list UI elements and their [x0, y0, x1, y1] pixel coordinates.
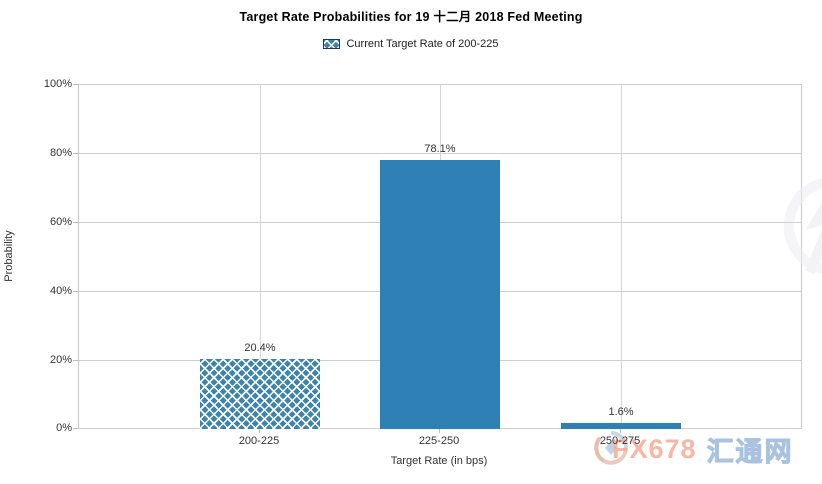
- chart-title: Target Rate Probabilities for 19 十二月 201…: [239, 10, 583, 24]
- plot-area: 20.4% 78.1% 1.6%: [78, 84, 822, 429]
- x-tick-mark-250-275: [620, 429, 621, 433]
- y-tick-label-60: 60%: [49, 216, 72, 228]
- legend-swatch-crosshatch: [323, 39, 341, 49]
- bar-value-label-225-250: 78.1%: [424, 143, 456, 155]
- legend-label: Current Target Rate of 200-225: [346, 38, 499, 50]
- x-category-label-250-275: 250-275: [599, 435, 641, 447]
- y-tick-mark-80: [73, 153, 78, 154]
- x-category-label-225-250: 225-250: [418, 435, 460, 447]
- y-tick-label-20: 20%: [49, 354, 72, 366]
- bar-value-label-250-275: 1.6%: [608, 406, 634, 418]
- x-axis-title: Target Rate (in bps): [390, 455, 488, 467]
- x-category-label-200-225: 200-225: [238, 435, 280, 447]
- bar-225-250: [380, 160, 500, 429]
- y-tick-mark-40: [73, 291, 78, 292]
- y-tick-label-40: 40%: [49, 285, 72, 297]
- bar-250-275: [561, 423, 681, 429]
- y-tick-mark-0: [73, 428, 78, 429]
- x-tick-mark-225-250: [439, 429, 440, 433]
- lightning-q-logo-watermark-icon: [783, 177, 822, 275]
- y-tick-mark-20: [73, 360, 78, 361]
- y-tick-label-0: 0%: [56, 422, 72, 434]
- gridline-v-200-225: [260, 84, 261, 429]
- y-tick-mark-60: [73, 222, 78, 223]
- bar-value-label-200-225: 20.4%: [244, 342, 276, 354]
- y-tick-mark-100: [73, 84, 78, 85]
- gridline-v-250-275: [621, 84, 622, 429]
- y-tick-label-80: 80%: [49, 147, 72, 159]
- x-tick-mark-200-225: [259, 429, 260, 433]
- y-tick-label-100: 100%: [43, 78, 72, 90]
- bar-200-225: [200, 359, 320, 429]
- legend: Current Target Rate of 200-225: [0, 38, 822, 50]
